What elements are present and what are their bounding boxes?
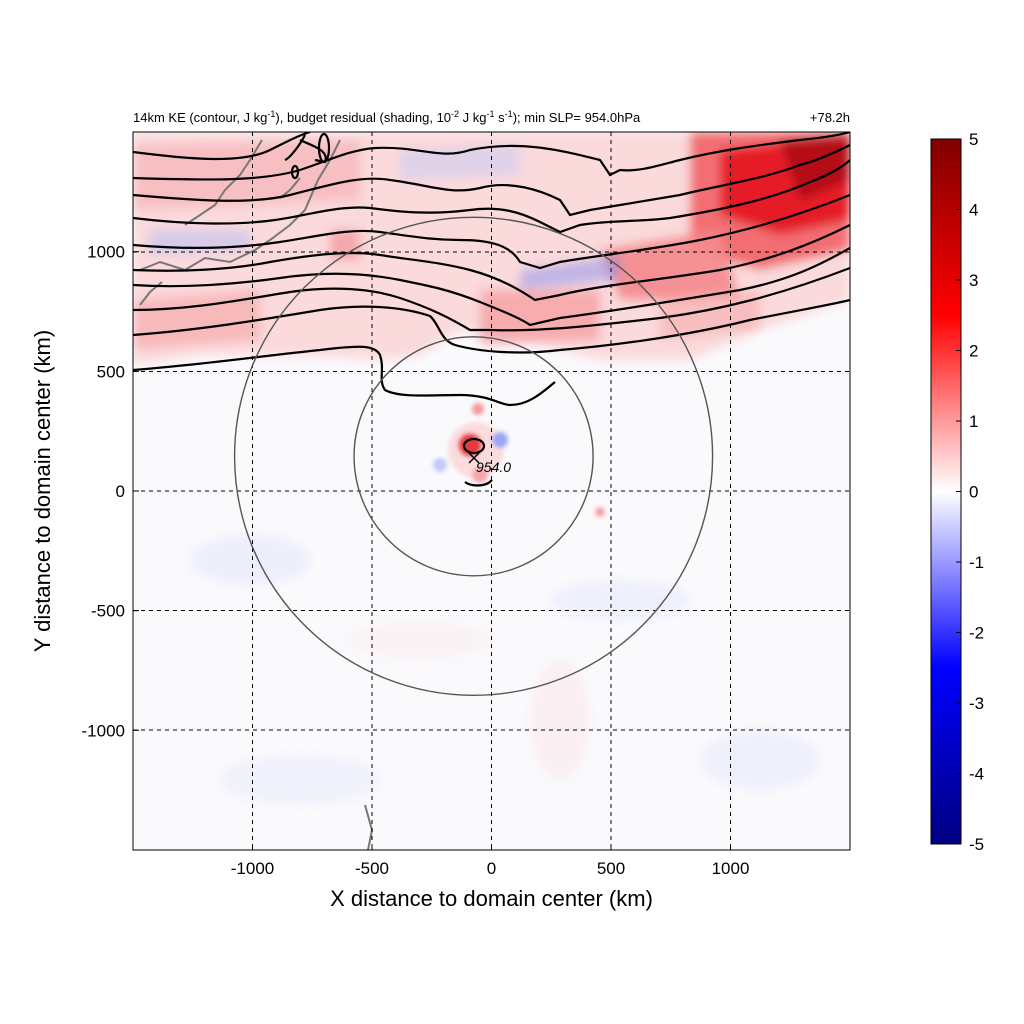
x-tick-label: -500 (355, 859, 389, 878)
storm-center-marker (468, 452, 480, 464)
y-tick-label: 500 (97, 362, 125, 381)
colorbar-tick-label: 3 (969, 271, 978, 290)
y-tick-label: 0 (116, 482, 125, 501)
x-axis: -1000 -500 0 500 1000 (231, 844, 750, 878)
plot-area: 954.0 (133, 132, 850, 850)
colorbar-ticks: 5 4 3 2 1 0 -1 -2 -3 -4 -5 (956, 130, 984, 854)
colorbar: 5 4 3 2 1 0 -1 -2 -3 -4 -5 (930, 130, 984, 854)
range-ring-500km (353, 336, 594, 577)
ke-contours (133, 132, 850, 487)
colorbar-tick-label: -1 (969, 553, 984, 572)
colorbar-tick-label: -3 (969, 694, 984, 713)
colorbar-tick-label: -2 (969, 624, 984, 643)
x-tick-label: 1000 (712, 859, 750, 878)
x-tick-label: -1000 (231, 859, 274, 878)
colorbar-tick-label: 5 (969, 130, 978, 149)
y-axis-label: Y distance to domain center (km) (30, 330, 55, 652)
colorbar-tick-label: -5 (969, 835, 984, 854)
range-rings (233, 216, 714, 696)
range-ring-1000km (233, 216, 714, 696)
forecast-time-label: +78.2h (810, 110, 850, 125)
y-tick-label: -500 (91, 602, 125, 621)
residual-shading-background (190, 535, 820, 805)
y-tick-label: -1000 (82, 721, 125, 740)
x-tick-label: 500 (597, 859, 625, 878)
colorbar-tick-label: 0 (969, 483, 978, 502)
y-tick-label: 1000 (87, 243, 125, 262)
y-axis: -1000 -500 0 500 1000 (82, 243, 139, 740)
min-slp-label: 954.0 (476, 459, 511, 475)
x-tick-label: 0 (487, 859, 496, 878)
chart-title: 14km KE (contour, J kg-1), budget residu… (133, 109, 641, 125)
residual-shading-storm (433, 403, 605, 517)
colorbar-tick-label: 4 (969, 201, 978, 220)
colorbar-tick-label: 1 (969, 412, 978, 431)
colorbar-tick-label: 2 (969, 342, 978, 361)
x-axis-label: X distance to domain center (km) (330, 886, 653, 911)
colorbar-tick-label: -4 (969, 765, 984, 784)
